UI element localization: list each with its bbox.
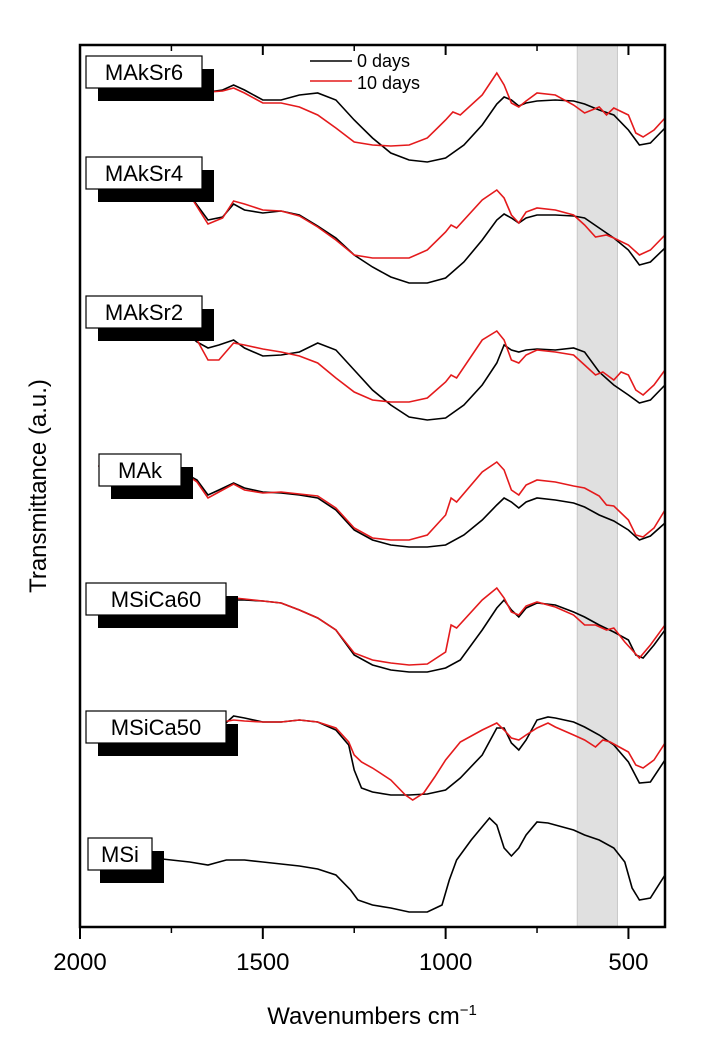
highlight-band <box>576 44 618 928</box>
x-tick-label-1000: 1000 <box>419 949 472 976</box>
x-tick-label-2000: 2000 <box>53 949 106 976</box>
sample-label-text: MSiCa60 <box>111 587 201 612</box>
spectrum-mak-0-days <box>98 465 665 548</box>
x-tick-label-1500: 1500 <box>236 949 289 976</box>
sample-label-msica60: MSiCa60 <box>85 582 238 628</box>
label-box <box>85 55 203 89</box>
sample-label-maksr4: MAkSr4 <box>85 156 214 202</box>
spectrum-maksr4-0-days <box>98 189 665 284</box>
sample-label-maksr2: MAkSr2 <box>85 295 214 341</box>
sample-label-maksr6: MAkSr6 <box>85 55 214 101</box>
sample-label-text: MSiCa50 <box>111 715 201 740</box>
plot-frame <box>78 43 667 929</box>
spectrum-mak-10-days <box>98 460 665 541</box>
label-box <box>98 453 182 487</box>
x-tick-label-500: 500 <box>608 949 648 976</box>
spectrum-msica50-10-days <box>98 719 665 801</box>
spectra-group <box>98 71 665 913</box>
spectrum-maksr6-10-days <box>98 71 665 147</box>
sample-label-text: MAkSr6 <box>105 60 183 85</box>
sample-labels: MAkSr6 MAkSr4 MAkSr2 MAk MSiCa60 MSiCa50 MSi <box>85 55 238 883</box>
sample-label-mak: MAk <box>98 453 193 499</box>
x-axis-ticks: 2000 1500 1000 500 <box>53 45 648 976</box>
sample-label-msi: MSi <box>87 837 164 883</box>
spectrum-maksr4-10-days <box>98 188 665 259</box>
y-axis-title: Transmittance (a.u.) <box>25 379 52 593</box>
spectrum-maksr6-0-days <box>98 72 665 163</box>
sample-label-text: MSi <box>101 842 139 867</box>
sample-label-text: MAkSr4 <box>105 161 183 186</box>
spectrum-msica60-0-days <box>98 596 665 673</box>
spectrum-msi-0-days <box>98 816 665 913</box>
label-box <box>85 710 227 744</box>
x-axis-title: Wavenumbers cm−1 <box>267 1002 477 1030</box>
spectrum-maksr2-0-days <box>98 319 665 421</box>
legend-label-0-days: 0 days <box>357 51 410 71</box>
legend-label-10-days: 10 days <box>357 73 420 93</box>
sample-label-text: MAk <box>118 458 163 483</box>
legend: 0 days 10 days <box>310 51 420 93</box>
label-box <box>85 156 203 190</box>
sample-label-text: MAkSr2 <box>105 300 183 325</box>
spectrum-maksr2-10-days <box>98 319 665 403</box>
sample-label-msica50: MSiCa50 <box>85 710 238 756</box>
label-box <box>85 295 203 329</box>
label-box <box>87 837 153 871</box>
spectrum-msica60-10-days <box>98 586 665 666</box>
label-box <box>85 582 227 616</box>
spectrum-msica50-0-days <box>98 715 665 796</box>
